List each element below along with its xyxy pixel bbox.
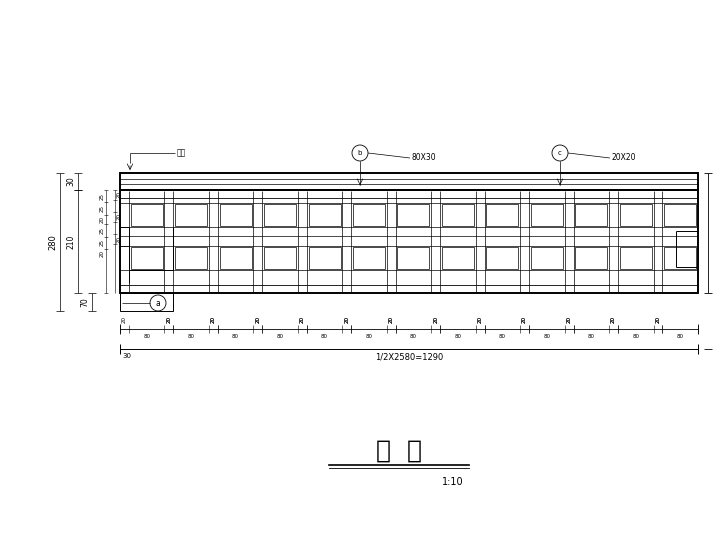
Text: a: a <box>156 299 160 307</box>
Text: 80: 80 <box>499 334 506 339</box>
Bar <box>120 173 698 190</box>
Text: 20: 20 <box>388 316 393 323</box>
Bar <box>664 203 696 226</box>
Text: 80: 80 <box>454 334 461 339</box>
Text: 20: 20 <box>166 316 171 323</box>
Text: c: c <box>558 150 562 156</box>
Bar <box>664 247 696 269</box>
Bar <box>397 203 430 226</box>
Text: 80: 80 <box>232 334 239 339</box>
Bar <box>575 203 607 226</box>
Text: 20: 20 <box>256 316 261 323</box>
Bar <box>487 203 518 226</box>
Text: 20: 20 <box>211 316 216 323</box>
Text: 20: 20 <box>567 316 572 323</box>
Text: 30: 30 <box>66 176 75 187</box>
Bar <box>531 203 563 226</box>
Text: 80: 80 <box>588 334 595 339</box>
Text: 20: 20 <box>656 316 661 323</box>
Text: 20: 20 <box>166 316 171 323</box>
Text: 80: 80 <box>277 334 284 339</box>
Text: 80: 80 <box>188 334 195 339</box>
Bar <box>397 247 430 269</box>
Text: 80: 80 <box>677 334 684 339</box>
Text: 80: 80 <box>410 334 417 339</box>
Text: 20: 20 <box>122 316 127 323</box>
Bar <box>619 247 652 269</box>
Bar <box>531 247 563 269</box>
Bar <box>575 247 607 269</box>
Bar <box>353 203 385 226</box>
Bar <box>120 173 698 190</box>
Text: 25: 25 <box>100 239 105 246</box>
Text: 20: 20 <box>117 214 122 221</box>
Bar <box>264 247 296 269</box>
Text: 80: 80 <box>365 334 373 339</box>
Text: 80: 80 <box>632 334 639 339</box>
Text: 20: 20 <box>433 316 438 323</box>
Text: 80: 80 <box>143 334 150 339</box>
Text: 20: 20 <box>656 316 661 323</box>
Text: 合角: 合角 <box>177 148 186 157</box>
Text: 1:10: 1:10 <box>443 477 464 487</box>
Text: 20: 20 <box>300 316 305 323</box>
Text: 20: 20 <box>478 316 482 323</box>
Text: 25: 25 <box>100 193 105 200</box>
Text: 20: 20 <box>611 316 616 323</box>
Bar <box>120 293 173 311</box>
Text: 80X30: 80X30 <box>412 154 437 162</box>
Bar <box>353 247 385 269</box>
Text: 210: 210 <box>66 234 75 249</box>
Text: 20: 20 <box>522 316 527 323</box>
Bar <box>619 203 652 226</box>
Bar <box>219 247 251 269</box>
Text: 20: 20 <box>117 235 122 242</box>
Bar <box>442 203 474 226</box>
Text: 80: 80 <box>544 334 550 339</box>
Text: 20: 20 <box>344 316 349 323</box>
Text: 20: 20 <box>117 192 122 199</box>
Text: 20: 20 <box>388 316 393 323</box>
Text: 20: 20 <box>100 250 105 258</box>
Text: 20: 20 <box>100 216 105 223</box>
Text: 80: 80 <box>321 334 328 339</box>
Text: 30: 30 <box>122 353 131 359</box>
Text: 挂  落: 挂 落 <box>376 439 422 463</box>
Text: 20X20: 20X20 <box>612 154 637 162</box>
Text: 20: 20 <box>567 316 572 323</box>
Bar <box>308 203 341 226</box>
Text: 25: 25 <box>100 205 105 212</box>
Text: 20: 20 <box>522 316 527 323</box>
Bar <box>308 247 341 269</box>
Text: 70: 70 <box>80 297 89 307</box>
Text: b: b <box>358 150 362 156</box>
Bar <box>131 203 162 226</box>
Bar <box>120 190 698 293</box>
Text: 20: 20 <box>478 316 482 323</box>
Text: 280: 280 <box>48 234 57 250</box>
Text: 20: 20 <box>211 316 216 323</box>
Text: 1/2X2580=1290: 1/2X2580=1290 <box>375 353 443 362</box>
Bar <box>264 203 296 226</box>
Bar <box>175 247 207 269</box>
Bar <box>219 203 251 226</box>
Bar <box>131 247 162 269</box>
Text: 20: 20 <box>611 316 616 323</box>
Text: 20: 20 <box>256 316 261 323</box>
Text: 25: 25 <box>100 227 105 234</box>
Bar <box>442 247 474 269</box>
Text: 20: 20 <box>344 316 349 323</box>
Bar <box>175 203 207 226</box>
Text: 20: 20 <box>300 316 305 323</box>
Bar <box>487 247 518 269</box>
Bar <box>120 190 698 293</box>
Text: 20: 20 <box>433 316 438 323</box>
